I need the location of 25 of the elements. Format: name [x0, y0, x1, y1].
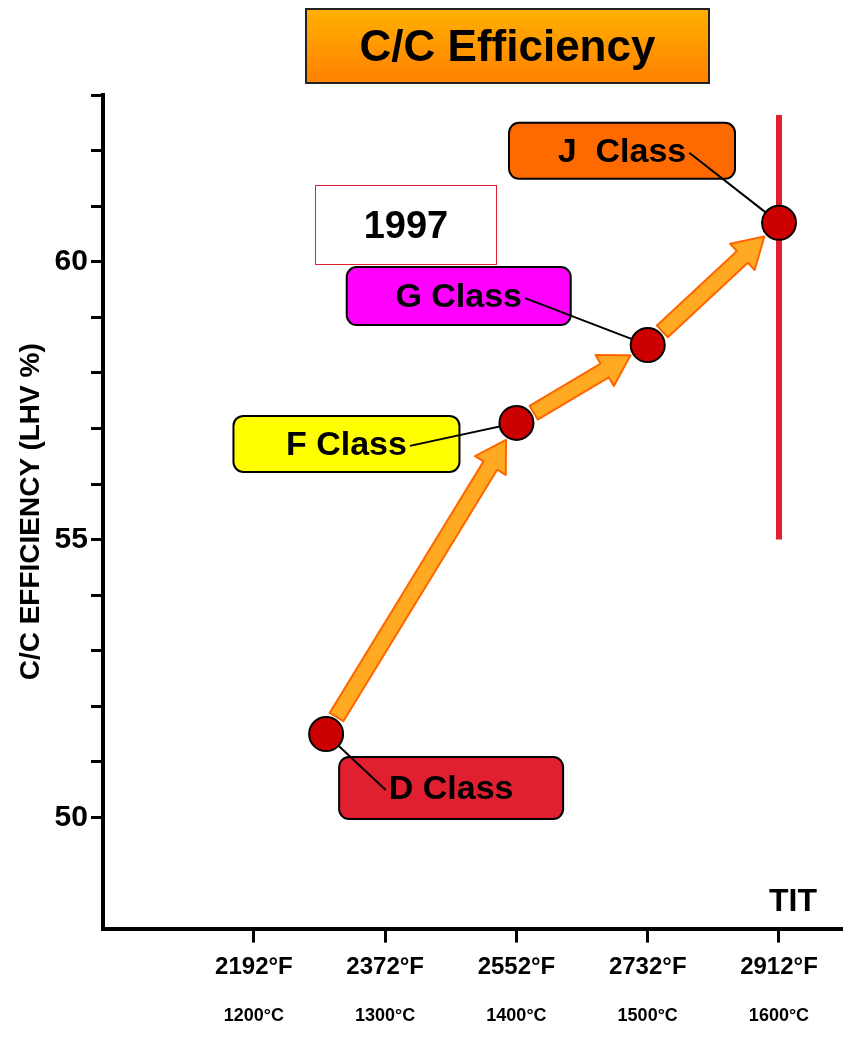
x-tick-label: 1500°C [617, 1005, 678, 1026]
annotation: F Class [285, 424, 407, 463]
x2-tick-label: 2372°F [346, 951, 425, 979]
annotation: G Class [395, 276, 523, 315]
chart-title: C/C Efficiency [305, 8, 710, 84]
point [629, 327, 666, 364]
x-tick-label: 1200°C [223, 1005, 285, 1026]
annotation: J Class [557, 131, 687, 170]
x2-tick-label: 2912°F [740, 951, 818, 979]
x2-tick-label: 2732°F [608, 951, 687, 979]
point [760, 204, 797, 241]
point [308, 716, 345, 753]
annotation: D Class [388, 768, 514, 807]
x-tick-label: 1400°C [486, 1005, 547, 1026]
y-axis-title: C/C EFFICIENCY (LHV %) [13, 343, 45, 681]
x-tick-label: 1600°C [748, 1005, 810, 1026]
x-tick-label: 1300°C [355, 1005, 416, 1026]
x2-tick-label: 2552°F [477, 951, 556, 979]
x-axis-title: TIT [769, 882, 818, 919]
y-tick-label: 60 [54, 242, 88, 276]
x2-tick-label: 2192°F [215, 951, 293, 979]
annotation: 1997 [315, 185, 497, 265]
y-tick-label: 50 [54, 798, 88, 832]
point [498, 404, 535, 441]
y-tick-label: 55 [54, 520, 88, 554]
